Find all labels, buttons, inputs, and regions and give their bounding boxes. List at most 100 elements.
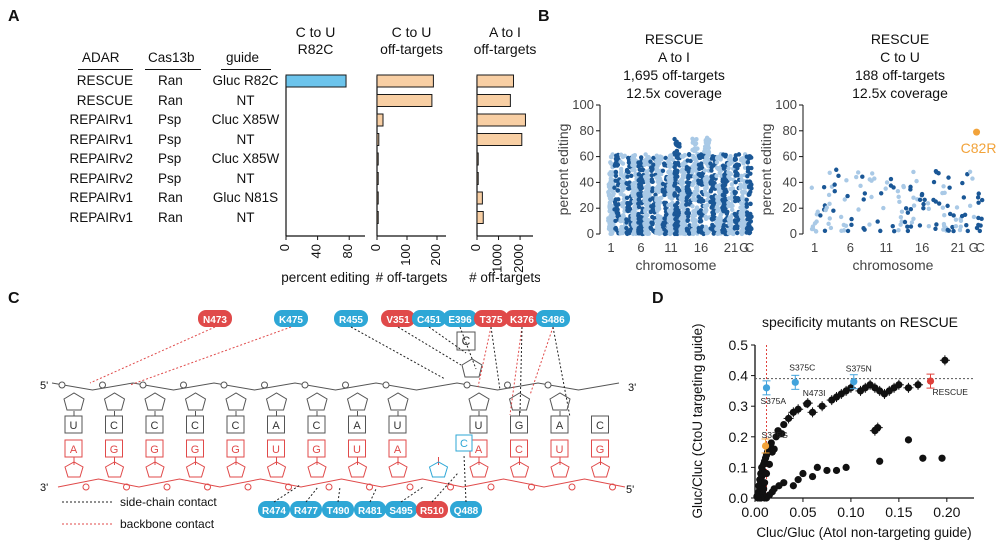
data-point — [726, 227, 732, 233]
legend-label: side-chain contact — [120, 495, 217, 509]
table-cell-guide: NT — [236, 131, 255, 147]
data-point — [684, 198, 689, 204]
data-point — [632, 221, 637, 226]
point-label: S375A — [761, 396, 787, 406]
data-point — [684, 186, 690, 192]
data-point — [738, 182, 743, 187]
residue-label: R477 — [294, 506, 318, 517]
y-tick-label: 40 — [580, 174, 594, 189]
data-point — [813, 463, 821, 471]
flipped-bottom-box — [455, 434, 473, 452]
data-point — [626, 230, 631, 236]
data-point — [690, 217, 696, 223]
data-point — [679, 169, 684, 174]
x-tick-label: 1000 — [490, 244, 505, 273]
data-point — [979, 216, 984, 222]
strand-end-label: 5' — [40, 380, 48, 392]
data-point — [749, 165, 754, 171]
sugar-ring-red — [185, 461, 206, 478]
base-box — [105, 415, 123, 434]
data-point — [941, 221, 947, 227]
bar — [476, 152, 479, 166]
data-point — [680, 185, 686, 190]
data-point — [692, 155, 697, 161]
data-point — [716, 197, 721, 202]
data-point — [618, 172, 624, 177]
data-point — [612, 199, 618, 205]
data-point — [890, 223, 895, 229]
sugar-ring — [265, 392, 288, 411]
phosphate-red — [406, 483, 414, 491]
data-point — [747, 154, 753, 159]
data-point — [744, 197, 749, 203]
chart-title: off-targets — [380, 41, 443, 57]
y-tick-label: 0.1 — [729, 459, 749, 475]
data-point — [696, 180, 701, 186]
data-point — [685, 217, 691, 223]
data-point — [732, 191, 738, 196]
data-point — [772, 433, 780, 441]
data-point — [818, 213, 823, 218]
data-point — [606, 226, 612, 232]
data-point — [608, 176, 614, 181]
data-point — [666, 217, 672, 223]
data-point — [642, 158, 647, 164]
chart-title: RESCUE — [871, 31, 929, 47]
base-box — [510, 415, 528, 434]
point-label: RESCUE — [933, 387, 969, 397]
residue-label: T490 — [327, 506, 350, 517]
x-tick-label: 0.10 — [837, 504, 864, 520]
data-point — [976, 191, 981, 196]
data-point — [649, 179, 655, 184]
phosphate-red — [568, 483, 576, 491]
y-axis-label: Gluc/Cluc (CtoU targeting guide) — [690, 323, 705, 518]
data-point — [688, 158, 693, 164]
data-point — [828, 225, 834, 231]
data-point — [653, 192, 658, 197]
data-point — [904, 436, 913, 444]
data-point — [931, 179, 937, 185]
residue-pill — [274, 310, 308, 327]
data-point — [917, 197, 923, 203]
data-point — [869, 178, 874, 183]
data-point — [941, 184, 946, 189]
data-point — [716, 166, 721, 172]
data-point — [608, 161, 614, 166]
data-point — [690, 182, 695, 188]
chart-title: 12.5x coverage — [626, 85, 722, 101]
phosphate — [139, 381, 147, 389]
x-tick-label: 0.20 — [933, 504, 960, 520]
data-point — [843, 223, 849, 228]
sugar-ring-red — [64, 461, 84, 478]
data-point — [742, 222, 748, 227]
data-point — [658, 154, 663, 159]
data-point — [748, 171, 753, 176]
base-label: G — [515, 420, 524, 432]
data-point — [718, 212, 724, 217]
sugar-ring — [184, 392, 207, 411]
phosphate — [463, 381, 471, 389]
x-tick-label: 0 — [468, 244, 483, 251]
phosphate — [58, 381, 66, 389]
data-point — [958, 218, 964, 223]
backbone-contact-line — [509, 326, 523, 416]
data-point — [672, 152, 678, 157]
x-axis-label: # off-targets — [469, 270, 540, 285]
data-point — [861, 197, 866, 202]
data-point — [616, 197, 621, 202]
data-point — [721, 222, 727, 228]
x-tick-label: 16 — [694, 240, 708, 255]
side-chain-contact-line — [428, 326, 467, 354]
y-tick-label: 0.5 — [729, 337, 749, 353]
data-point — [732, 218, 738, 223]
data-point — [911, 216, 916, 222]
x-axis-label: percent editing — [281, 270, 370, 285]
data-point — [899, 209, 905, 214]
data-point — [608, 218, 613, 224]
table-cell-adar: RESCUE — [76, 92, 133, 108]
data-point — [739, 177, 744, 182]
base-label: C — [596, 420, 604, 432]
y-tick-label: 20 — [783, 200, 797, 215]
data-point — [690, 230, 696, 236]
data-point — [714, 156, 720, 161]
